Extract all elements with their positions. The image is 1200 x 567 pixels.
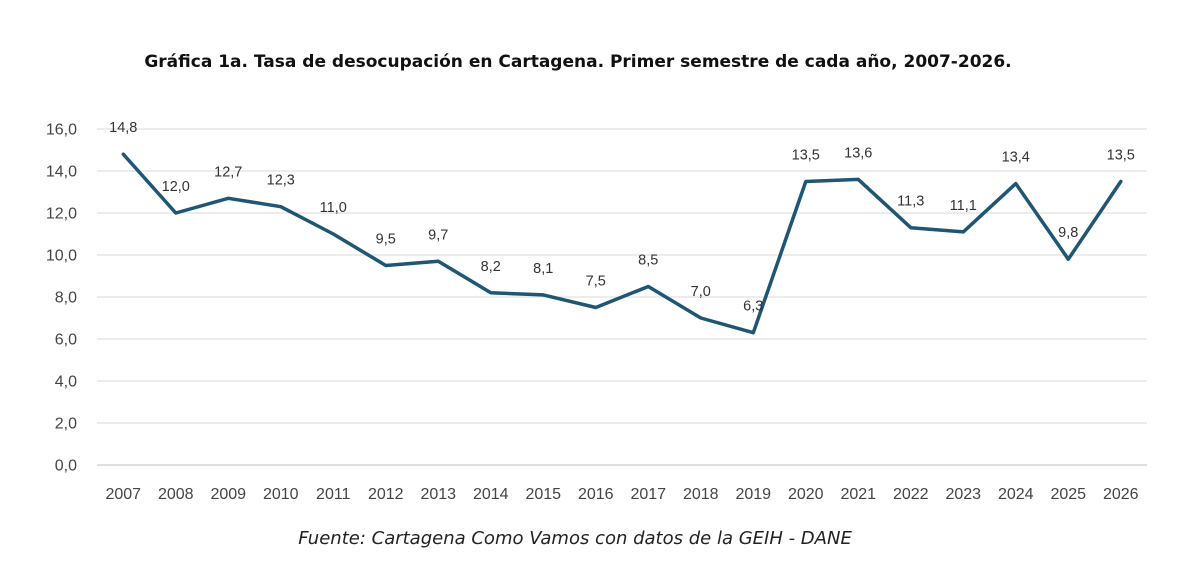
x-tick-label: 2021 <box>840 486 876 503</box>
data-label: 7,0 <box>691 284 711 300</box>
data-label: 13,6 <box>844 145 872 161</box>
x-tick-label: 2011 <box>316 486 351 503</box>
y-tick-label: 14,0 <box>46 164 77 181</box>
x-tick-label: 2020 <box>788 486 824 503</box>
x-tick-label: 2009 <box>210 486 246 503</box>
source-note: Fuente: Cartagena Como Vamos con datos d… <box>298 528 852 549</box>
y-axis-ticks: 0,0 2,0 4,0 6,0 8,0 10,0 12,0 14,0 16,0 <box>46 122 77 475</box>
data-label: 9,8 <box>1058 225 1078 241</box>
data-label: 14,8 <box>109 120 137 136</box>
series-line <box>121 152 1123 335</box>
y-tick-label: 2,0 <box>55 416 77 433</box>
data-label: 8,1 <box>533 261 553 277</box>
data-label: 11,1 <box>950 198 977 214</box>
data-label: 13,5 <box>792 148 820 164</box>
x-tick-label: 2014 <box>473 486 509 503</box>
x-tick-label: 2022 <box>893 486 929 503</box>
x-tick-label: 2012 <box>368 486 404 503</box>
x-axis-ticks: 2007 2008 2009 2010 2011 2012 2013 2014 2015 2016… <box>105 486 1138 503</box>
data-label: 7,5 <box>586 274 606 290</box>
x-tick-label: 2008 <box>158 486 194 503</box>
data-label: 8,2 <box>481 259 501 275</box>
x-tick-label: 2007 <box>105 486 141 503</box>
x-tick-label: 2013 <box>420 486 456 503</box>
data-label: 9,7 <box>428 227 448 243</box>
data-label: 12,7 <box>214 164 242 180</box>
x-tick-label: 2017 <box>630 486 666 503</box>
data-labels: 14,8 12,0 12,7 12,3 11,0 9,5 9,7 8,2 8,1 7,5 8,5 7,… <box>109 120 1135 315</box>
data-label: 11,3 <box>897 194 924 210</box>
data-label: 8,5 <box>638 253 658 269</box>
x-tick-label: 2023 <box>945 486 981 503</box>
data-label: 11,0 <box>320 200 347 216</box>
x-tick-label: 2010 <box>263 486 299 503</box>
x-tick-label: 2018 <box>683 486 719 503</box>
x-tick-label: 2019 <box>735 486 771 503</box>
y-tick-label: 0,0 <box>55 458 77 475</box>
y-tick-label: 8,0 <box>55 290 77 307</box>
x-tick-label: 2024 <box>998 486 1034 503</box>
data-label: 13,5 <box>1107 148 1135 164</box>
y-tick-label: 10,0 <box>46 248 77 265</box>
x-tick-label: 2025 <box>1050 486 1086 503</box>
x-tick-label: 2026 <box>1103 486 1139 503</box>
data-label: 13,4 <box>1002 150 1030 166</box>
chart-title: Gráfica 1a. Tasa de desocupación en Cart… <box>144 52 1012 72</box>
data-label: 6,3 <box>743 299 763 315</box>
y-tick-label: 6,0 <box>55 332 77 349</box>
y-tick-label: 4,0 <box>55 374 77 391</box>
data-label: 9,5 <box>376 232 396 248</box>
y-tick-label: 16,0 <box>46 122 77 139</box>
x-tick-label: 2016 <box>578 486 614 503</box>
y-tick-label: 12,0 <box>46 206 77 223</box>
data-label: 12,3 <box>267 173 295 189</box>
x-tick-label: 2015 <box>525 486 561 503</box>
data-label: 12,0 <box>162 179 190 195</box>
